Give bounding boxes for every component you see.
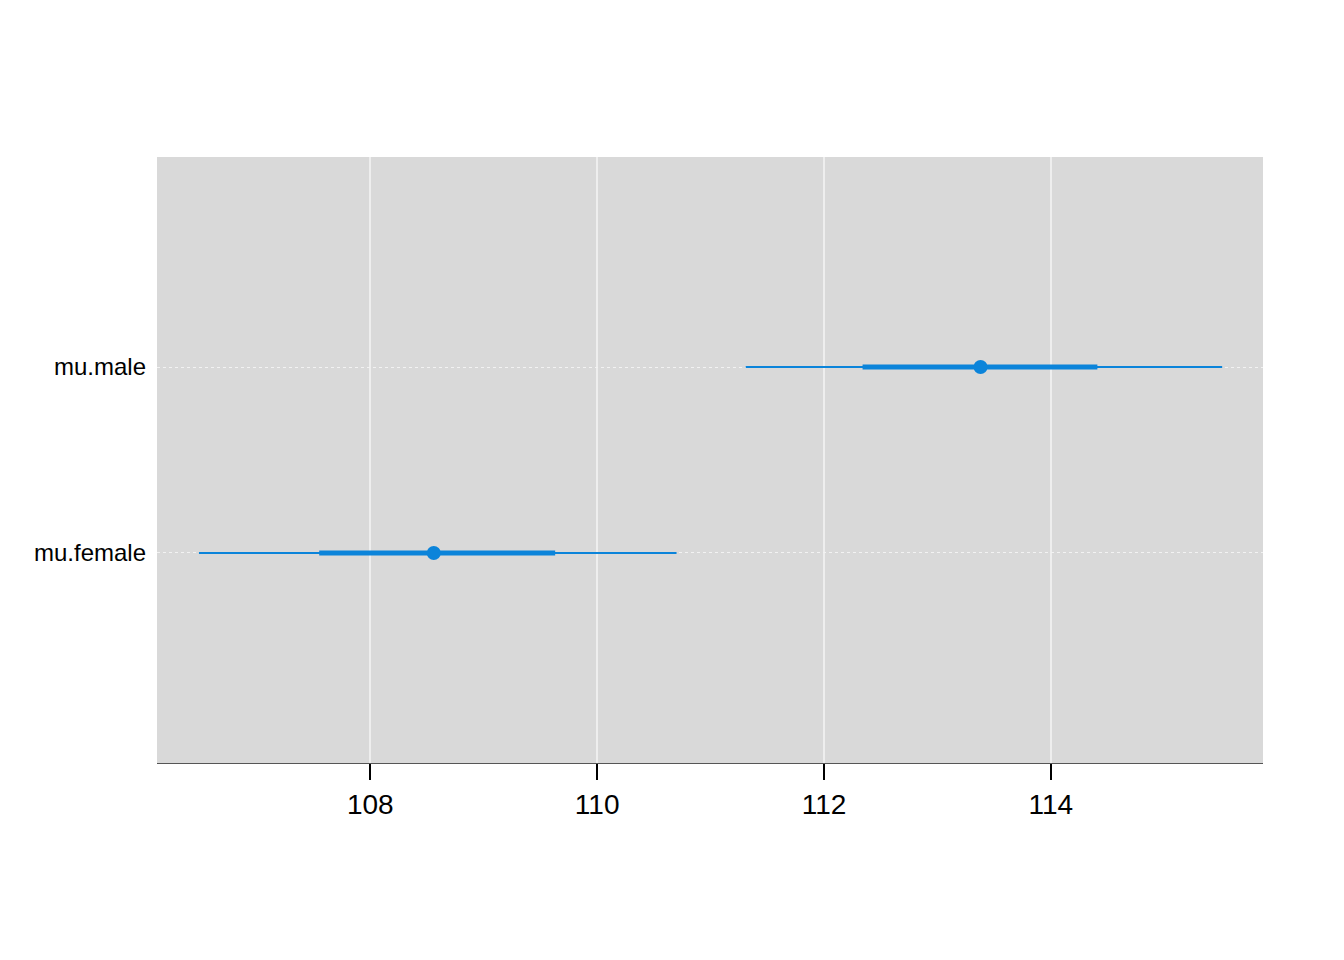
svg-text:114: 114	[1029, 789, 1074, 820]
svg-text:mu.female: mu.female	[34, 539, 146, 566]
svg-text:112: 112	[802, 789, 847, 820]
svg-text:mu.male: mu.male	[54, 353, 146, 380]
svg-text:108: 108	[347, 789, 394, 820]
svg-text:110: 110	[575, 789, 620, 820]
